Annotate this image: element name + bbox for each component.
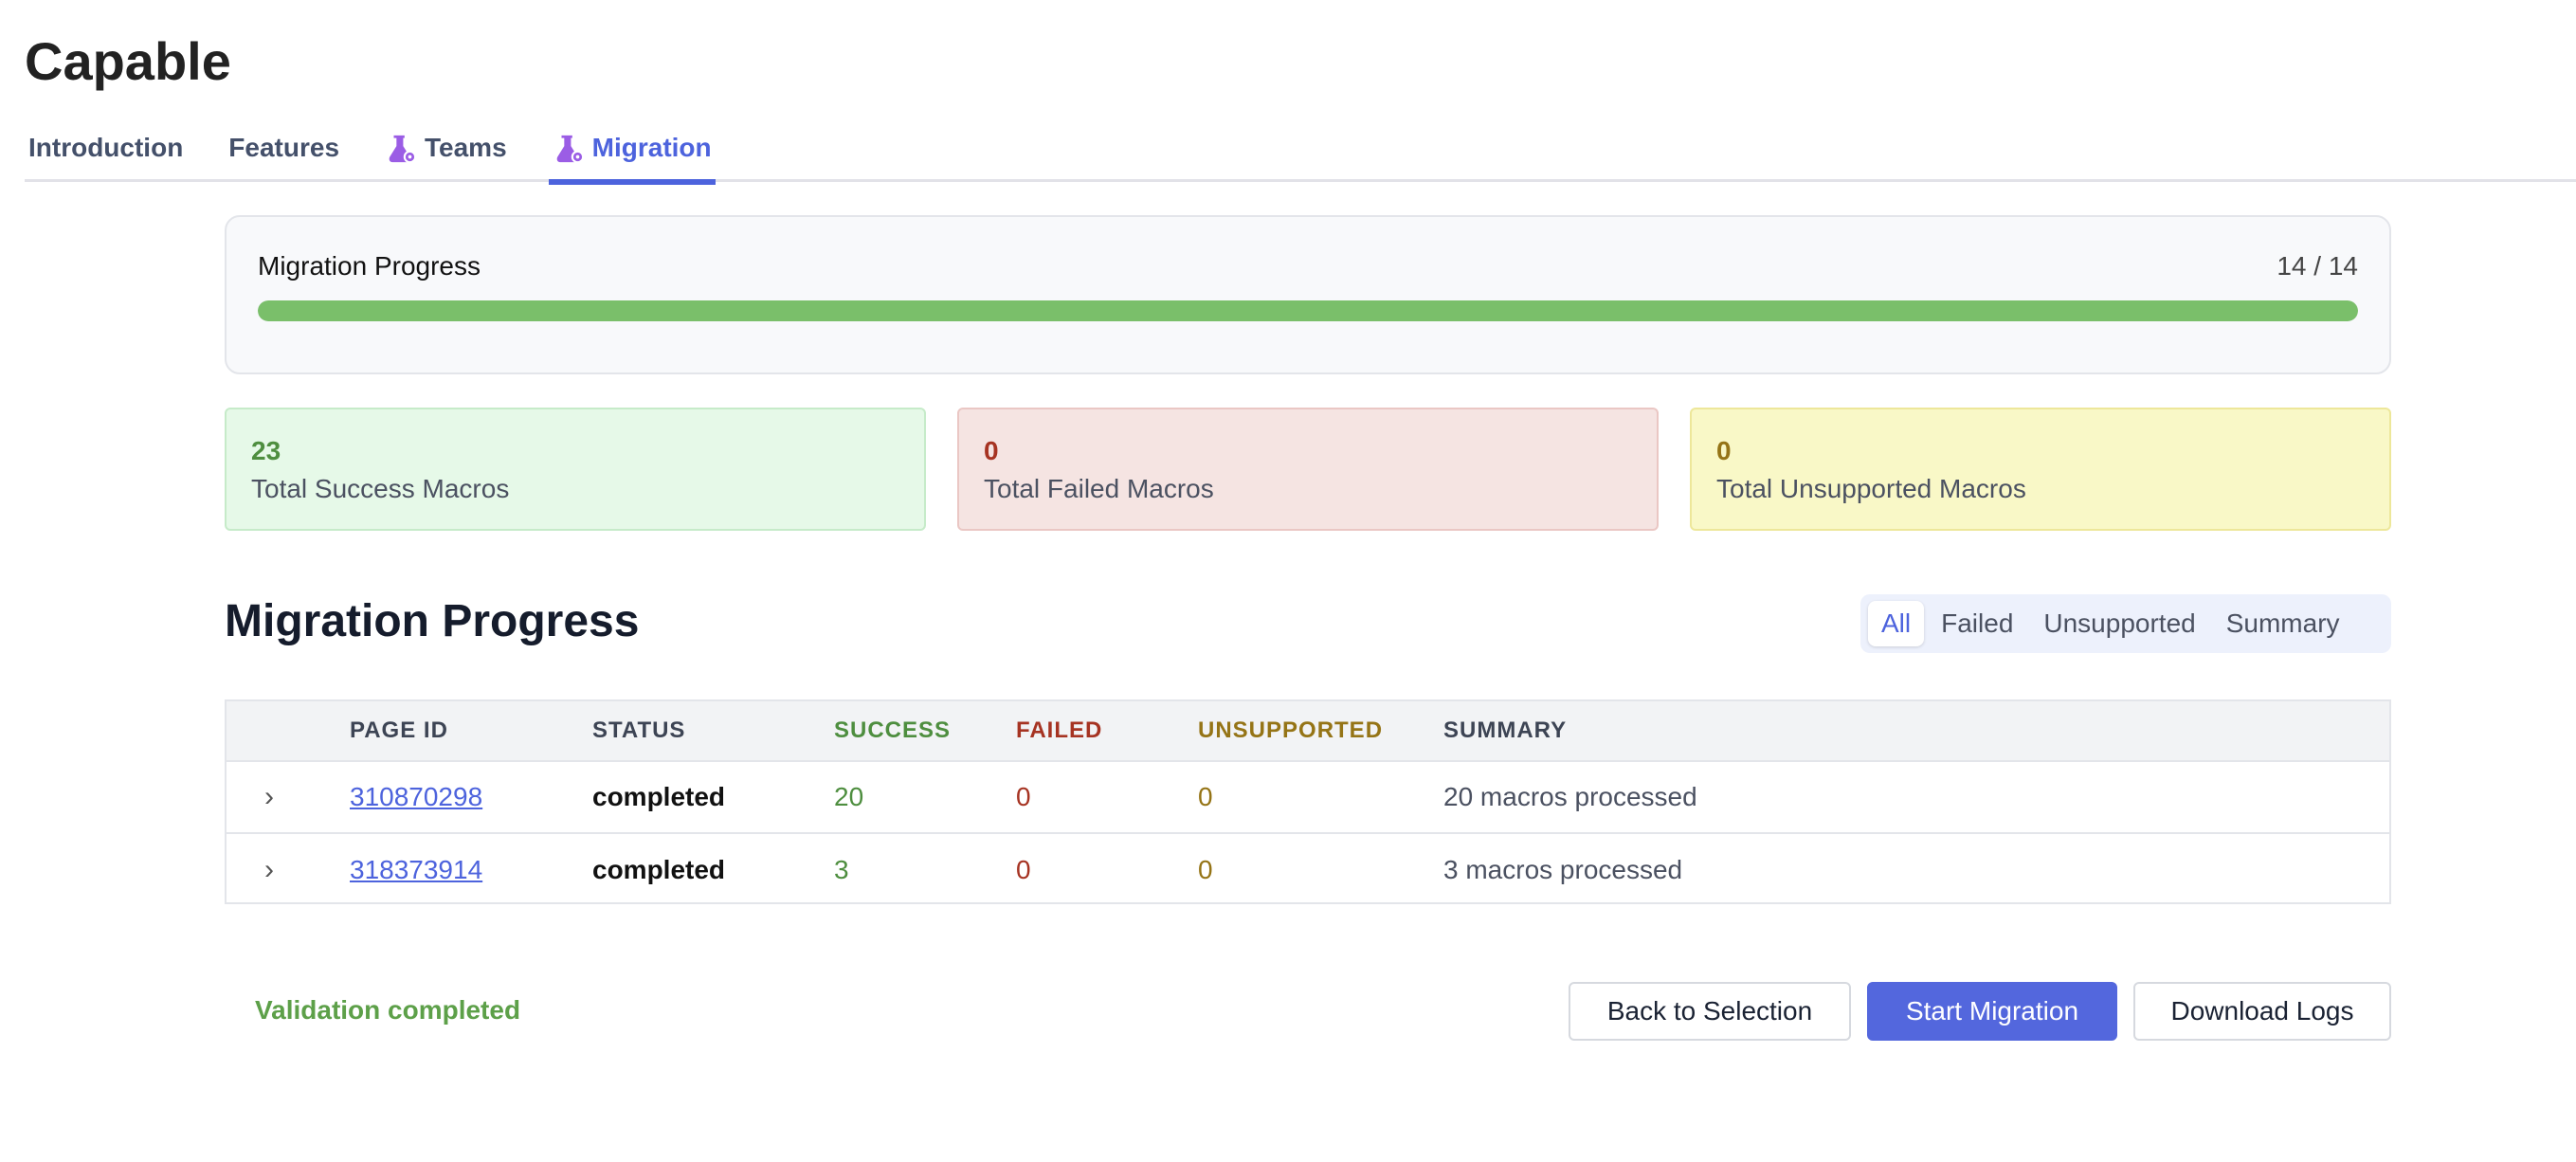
tab-label: Introduction <box>28 133 184 162</box>
success-macros-card: 23 Total Success Macros <box>225 408 926 531</box>
col-unsupported: UNSUPPORTED <box>1198 717 1384 743</box>
filter-failed[interactable]: Failed <box>1941 608 2014 638</box>
tab-label: Teams <box>425 133 507 162</box>
tab-features[interactable]: Features <box>225 133 343 182</box>
filter-segmented-control: All Failed Unsupported Summary <box>1860 594 2391 653</box>
page-id-link[interactable]: 310870298 <box>350 782 483 811</box>
success-count: 3 <box>834 855 849 884</box>
table-row: › 318373914 completed 3 0 0 3 macros pro… <box>227 834 2389 906</box>
table-row: › 310870298 completed 20 0 0 20 macros p… <box>227 762 2389 834</box>
stat-label: Total Unsupported Macros <box>1716 474 2026 503</box>
unsupported-count: 0 <box>1198 855 1213 884</box>
filter-unsupported[interactable]: Unsupported <box>2043 608 2196 638</box>
col-failed: FAILED <box>1016 717 1103 743</box>
status: completed <box>592 855 726 884</box>
flask-gear-icon <box>556 135 584 164</box>
success-count: 20 <box>834 782 864 811</box>
tab-label: Features <box>228 133 340 162</box>
start-migration-button[interactable]: Start Migration <box>1867 982 2117 1041</box>
migration-table: PAGE ID STATUS SUCCESS FAILED UNSUPPORTE… <box>225 699 2391 904</box>
tab-introduction[interactable]: Introduction <box>25 133 187 182</box>
stat-label: Total Failed Macros <box>984 474 1214 503</box>
col-page-id: PAGE ID <box>350 717 448 743</box>
stat-value: 23 <box>251 436 281 465</box>
unsupported-macros-card: 0 Total Unsupported Macros <box>1690 408 2391 531</box>
migration-progress-card: Migration Progress 14 / 14 <box>225 215 2391 374</box>
progress-bar-fill <box>258 300 2358 321</box>
progress-label: Migration Progress <box>258 251 481 281</box>
col-success: SUCCESS <box>834 717 952 743</box>
download-logs-button[interactable]: Download Logs <box>2133 982 2391 1041</box>
summary: 3 macros processed <box>1443 855 1683 884</box>
col-summary: SUMMARY <box>1443 717 1568 743</box>
col-status: STATUS <box>592 717 686 743</box>
summary: 20 macros processed <box>1443 782 1697 811</box>
tab-bar: Introduction Features Teams Migration <box>25 133 2576 185</box>
chevron-right-icon[interactable]: › <box>264 781 274 812</box>
progress-bar <box>258 300 2358 321</box>
back-to-selection-button[interactable]: Back to Selection <box>1569 982 1851 1041</box>
flask-gear-icon <box>389 135 417 164</box>
failed-count: 0 <box>1016 782 1031 811</box>
progress-count: 14 / 14 <box>2277 251 2358 281</box>
tab-migration[interactable]: Migration <box>548 133 716 185</box>
page-title: Capable <box>25 31 231 91</box>
tab-label: Migration <box>591 133 712 162</box>
stat-value: 0 <box>1716 436 1732 465</box>
failed-count: 0 <box>1016 855 1031 884</box>
table-header: PAGE ID STATUS SUCCESS FAILED UNSUPPORTE… <box>227 701 2389 762</box>
filter-all[interactable]: All <box>1868 601 1925 646</box>
page-id-link[interactable]: 318373914 <box>350 855 483 884</box>
section-heading: Migration Progress <box>225 596 640 646</box>
stat-label: Total Success Macros <box>251 474 510 503</box>
failed-macros-card: 0 Total Failed Macros <box>957 408 1659 531</box>
tab-teams[interactable]: Teams <box>381 133 511 182</box>
validation-status: Validation completed <box>255 995 521 1025</box>
status: completed <box>592 782 726 811</box>
filter-summary[interactable]: Summary <box>2225 608 2340 638</box>
unsupported-count: 0 <box>1198 782 1213 811</box>
stat-value: 0 <box>984 436 999 465</box>
chevron-right-icon[interactable]: › <box>264 854 274 885</box>
